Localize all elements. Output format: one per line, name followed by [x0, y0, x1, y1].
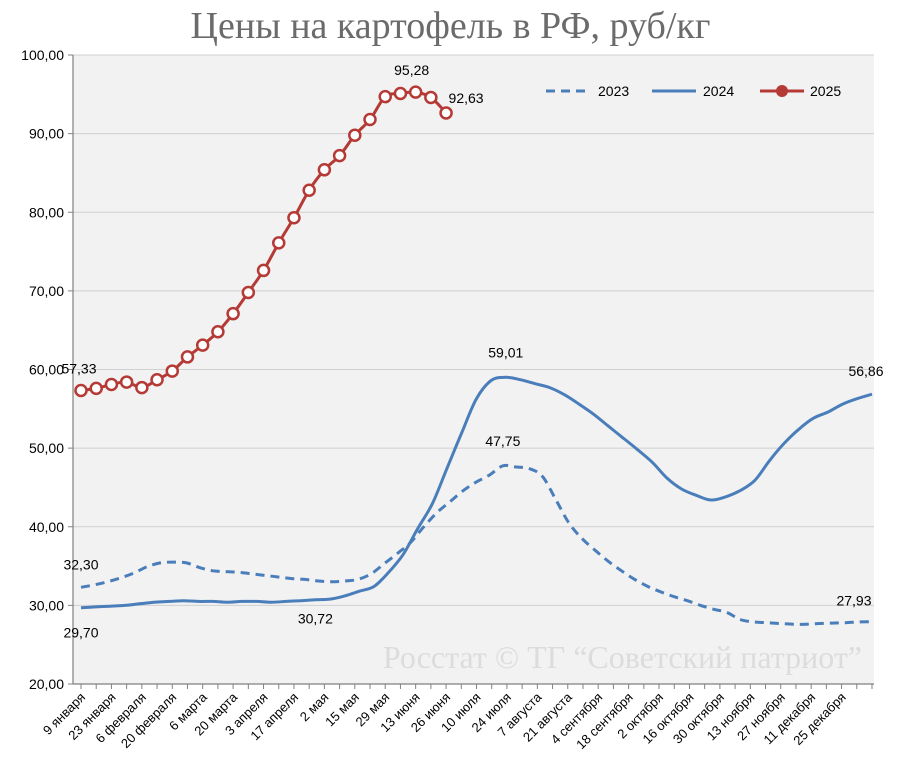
series-point-2025	[256, 263, 271, 278]
series-line-2023	[80, 463, 873, 626]
series-point-2025	[348, 128, 362, 142]
watermark: Росстат © ТГ “Советский патриот”	[383, 639, 862, 675]
series-point-2025	[211, 325, 225, 339]
data-label: 92,63	[449, 90, 484, 106]
chart-title: Цены на картофель в РФ, руб/кг	[190, 5, 711, 47]
series-point-2025	[393, 86, 408, 101]
data-label: 59,01	[488, 344, 523, 360]
y-tick-label: 70,00	[29, 283, 64, 299]
series-point-2025	[408, 85, 423, 99]
series-point-2025	[439, 106, 453, 120]
data-label: 30,72	[298, 611, 333, 627]
series-point-2025	[226, 306, 240, 321]
series-point-2025	[332, 148, 347, 163]
data-label: 47,75	[485, 433, 520, 449]
data-label: 56,86	[848, 363, 883, 379]
data-label: 95,28	[394, 62, 429, 78]
series-point-2025	[317, 163, 332, 177]
series-point-2025	[302, 183, 316, 197]
series-point-2025	[195, 338, 210, 352]
legend-label-2025: 2025	[810, 83, 841, 99]
series-point-2025	[241, 285, 256, 300]
series-point-2025	[165, 364, 180, 378]
series-point-2025	[363, 112, 377, 127]
y-tick-label: 80,00	[29, 204, 64, 220]
series-point-2025	[74, 383, 88, 398]
data-label: 29,70	[63, 625, 98, 641]
series-point-2025	[424, 90, 438, 105]
y-tick-label: 50,00	[29, 440, 64, 456]
legend-label-2024: 2024	[703, 83, 734, 99]
data-label: 57,33	[61, 360, 96, 376]
series-point-2025	[378, 89, 392, 104]
series-point-2025	[287, 211, 301, 225]
series-point-2025	[119, 375, 134, 389]
y-tick-label: 40,00	[29, 519, 64, 535]
data-label: 32,30	[63, 556, 98, 572]
series-point-2025	[135, 380, 149, 395]
series-point-2025	[180, 350, 195, 364]
data-label: 27,93	[836, 593, 871, 609]
legend-marker	[776, 85, 788, 97]
series-point-2025	[89, 381, 103, 396]
series-point-2025	[150, 372, 164, 387]
series-line-2024	[80, 375, 873, 610]
y-tick-label: 30,00	[29, 597, 64, 613]
y-tick-label: 90,00	[29, 126, 64, 142]
legend-label-2023: 2023	[598, 83, 629, 99]
series-point-2025	[272, 236, 286, 250]
series-point-2025	[104, 377, 119, 392]
y-tick-label: 60,00	[29, 362, 64, 378]
y-tick-label: 100,00	[21, 47, 64, 63]
y-tick-label: 20,00	[29, 676, 64, 692]
